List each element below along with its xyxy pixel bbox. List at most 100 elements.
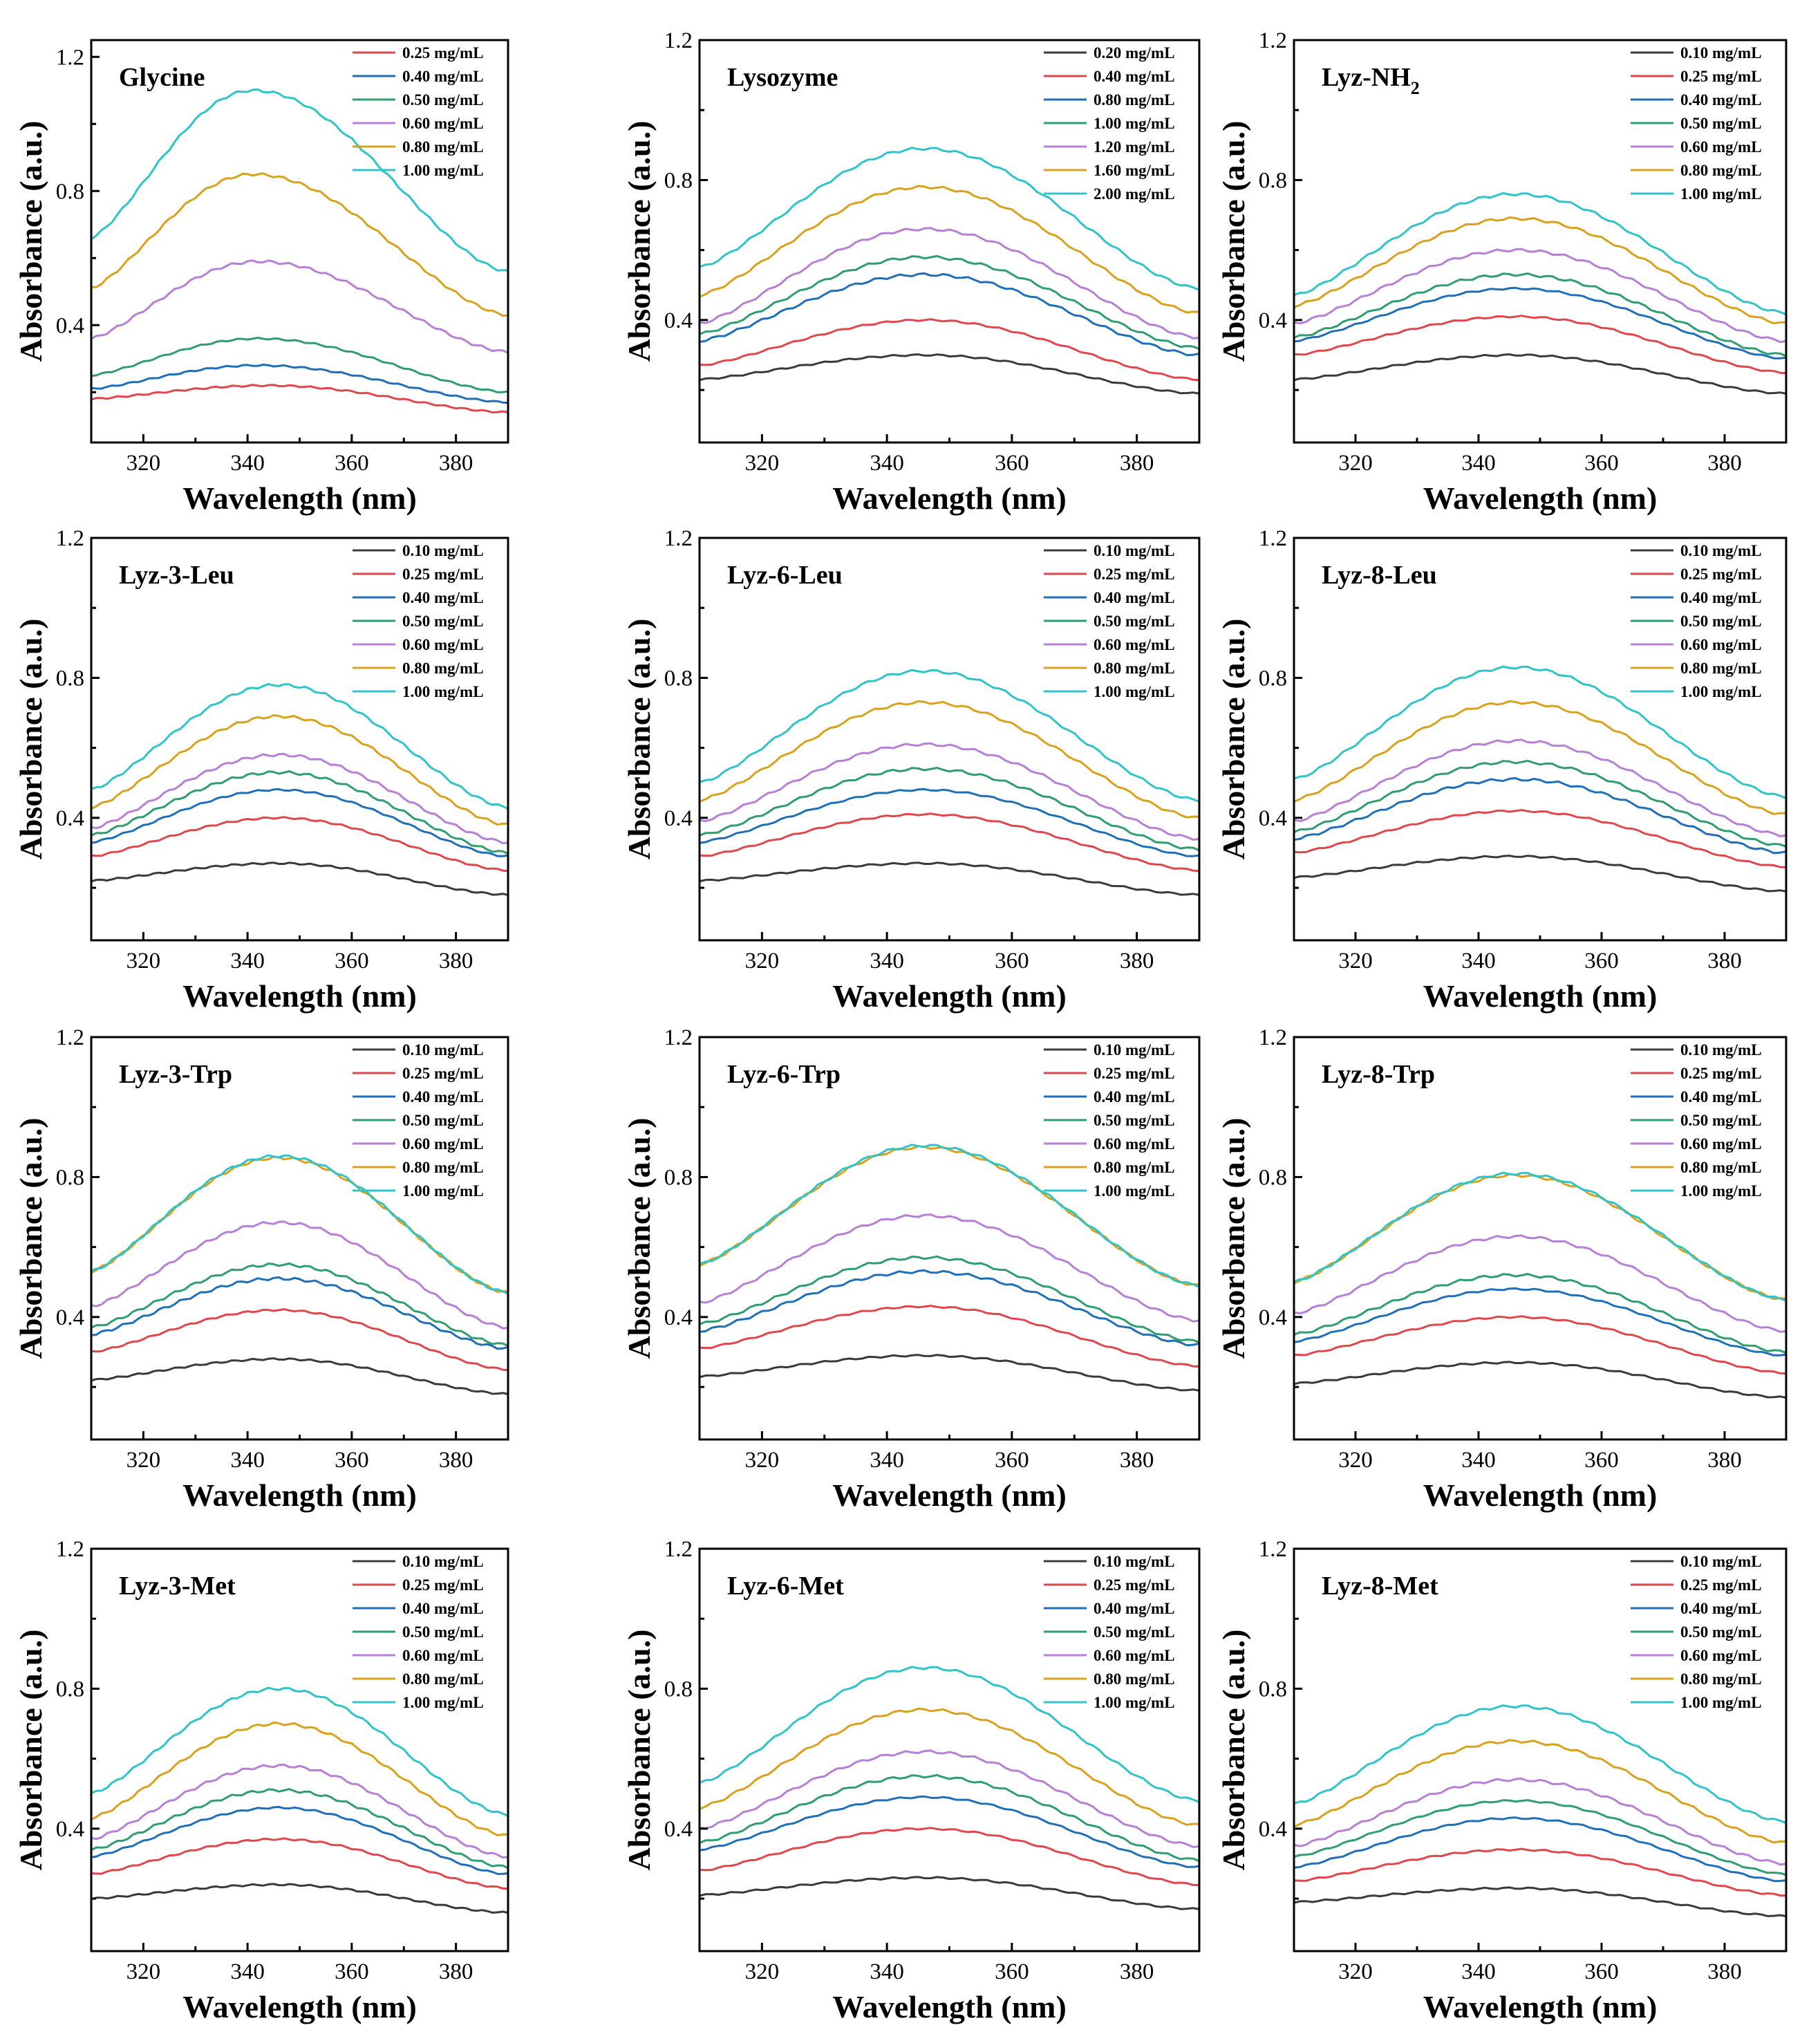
x-tick-label: 360 — [995, 1448, 1029, 1473]
series-line-040 — [699, 787, 1200, 857]
y-axis-label: Absorbance (a.u.) — [621, 1118, 657, 1359]
x-tick-label: 340 — [870, 949, 904, 973]
legend-label: 0.80 mg/mL — [1094, 660, 1175, 677]
panel-title-text: Lyz-6-Met — [727, 1572, 844, 1601]
legend-label: 0.80 mg/mL — [1094, 1670, 1175, 1688]
series-line-060 — [91, 1763, 509, 1859]
series-line-010 — [91, 1357, 509, 1395]
series-line-040 — [91, 787, 509, 857]
legend-label: 1.00 mg/mL — [1680, 185, 1762, 203]
y-tick-label: 0.4 — [1259, 806, 1287, 831]
panel-title: Lyz-3-Leu — [119, 561, 234, 590]
series-line-100 — [699, 1144, 1200, 1288]
series-line-040 — [699, 1795, 1200, 1868]
y-axis-label: Absorbance (a.u.) — [13, 619, 48, 860]
series-line-100 — [1293, 192, 1787, 316]
series-line-050 — [1293, 759, 1787, 848]
x-axis-label: Wavelength (nm) — [1423, 978, 1658, 1014]
series-line-080 — [699, 272, 1200, 357]
panel-title-text: Lyz-3-Leu — [119, 561, 234, 590]
y-axis-label: Absorbance (a.u.) — [1216, 1118, 1251, 1359]
legend-label: 0.25 mg/mL — [1094, 1576, 1175, 1594]
legend-label: 0.10 mg/mL — [1094, 1041, 1175, 1059]
legend-label: 0.80 mg/mL — [1094, 1159, 1175, 1176]
series-line-040 — [1293, 286, 1787, 360]
series-line-080 — [91, 1721, 509, 1836]
series-line-025 — [1293, 315, 1787, 375]
legend-label: 0.80 mg/mL — [402, 138, 484, 156]
legend-label: 0.25 mg/mL — [1680, 1576, 1762, 1594]
panel-title: Lyz-NH2 — [1322, 63, 1420, 98]
x-axis-label: Wavelength (nm) — [832, 1478, 1067, 1513]
legend-label: 0.40 mg/mL — [1680, 1600, 1762, 1617]
legend-label: 1.00 mg/mL — [1094, 683, 1175, 700]
y-tick-label: 1.2 — [664, 28, 693, 53]
y-tick-label: 0.4 — [664, 1817, 693, 1842]
x-tick-label: 380 — [1120, 949, 1154, 973]
panel-title-text: Lyz-8-Leu — [1322, 561, 1437, 590]
legend-label: 0.60 mg/mL — [402, 636, 484, 653]
x-tick-label: 360 — [1584, 1959, 1619, 1984]
y-tick-label: 0.8 — [1259, 1677, 1287, 1702]
legend-label: 0.80 mg/mL — [1680, 1159, 1762, 1176]
y-tick-label: 0.8 — [664, 1165, 693, 1190]
x-tick-label: 360 — [1584, 1448, 1619, 1473]
legend-label: 0.10 mg/mL — [1680, 542, 1762, 559]
series-line-040 — [699, 318, 1200, 382]
series-line-060 — [91, 752, 509, 845]
x-tick-label: 360 — [335, 1959, 369, 1984]
x-tick-label: 320 — [126, 1448, 161, 1473]
x-axis-label: Wavelength (nm) — [1423, 1478, 1658, 1513]
series-line-010 — [699, 861, 1200, 896]
legend-label: 0.50 mg/mL — [402, 1112, 484, 1129]
y-axis-label: Absorbance (a.u.) — [13, 1118, 48, 1359]
panel-title-text: Lyz-3-Trp — [119, 1060, 232, 1089]
x-tick-label: 320 — [1338, 451, 1373, 476]
series-line-080 — [1293, 700, 1787, 815]
y-axis-label: Absorbance (a.u.) — [1216, 619, 1251, 860]
x-tick-label: 320 — [1338, 1959, 1373, 1984]
y-tick-label: 1.2 — [1259, 1537, 1287, 1562]
legend-label: 0.10 mg/mL — [402, 1041, 484, 1059]
panel-title: Lyz-6-Met — [727, 1572, 844, 1601]
series-line-010 — [699, 1876, 1200, 1910]
series-line-080 — [699, 1707, 1200, 1826]
x-tick-label: 380 — [1707, 1959, 1742, 1984]
legend-label: 0.80 mg/mL — [1094, 91, 1175, 109]
y-tick-label: 1.2 — [56, 1537, 84, 1562]
legend-label: 2.00 mg/mL — [1094, 185, 1175, 203]
legend-label: 0.10 mg/mL — [1680, 1553, 1762, 1570]
series-line-050 — [699, 767, 1200, 852]
legend-label: 0.10 mg/mL — [1094, 1553, 1175, 1570]
legend-label: 1.00 mg/mL — [402, 683, 484, 700]
legend-label: 0.25 mg/mL — [402, 566, 484, 583]
series-line-060 — [91, 1220, 509, 1330]
x-tick-label: 320 — [745, 1448, 780, 1473]
series-line-160 — [699, 185, 1200, 314]
legend-label: 0.25 mg/mL — [402, 1065, 484, 1082]
panel-title: Lyz-8-Trp — [1322, 1060, 1435, 1089]
legend-label: 0.25 mg/mL — [402, 44, 484, 62]
y-tick-label: 0.4 — [1259, 308, 1287, 333]
y-tick-label: 0.8 — [1259, 666, 1287, 691]
series-line-100 — [1293, 665, 1787, 799]
legend-label: 0.40 mg/mL — [402, 1088, 484, 1106]
x-axis-label: Wavelength (nm) — [1423, 481, 1658, 516]
x-tick-label: 340 — [1461, 1448, 1496, 1473]
series-line-025 — [699, 1827, 1200, 1887]
series-line-050 — [91, 770, 509, 855]
legend-label: 0.80 mg/mL — [402, 660, 484, 677]
panel-title: Glycine — [119, 63, 205, 92]
x-axis-label: Wavelength (nm) — [832, 1989, 1067, 2024]
legend-label: 0.60 mg/mL — [402, 1135, 484, 1153]
series-line-025 — [1293, 1847, 1787, 1897]
legend-label: 0.25 mg/mL — [1680, 1065, 1762, 1082]
series-line-100 — [699, 254, 1200, 351]
series-line-040 — [91, 364, 509, 404]
series-line-010 — [699, 1354, 1200, 1392]
legend-label: 0.10 mg/mL — [402, 1553, 484, 1570]
x-tick-label: 340 — [870, 1448, 904, 1473]
x-tick-label: 380 — [1707, 949, 1742, 973]
y-tick-label: 1.2 — [56, 1025, 84, 1050]
x-axis-label: Wavelength (nm) — [1423, 1989, 1658, 2024]
